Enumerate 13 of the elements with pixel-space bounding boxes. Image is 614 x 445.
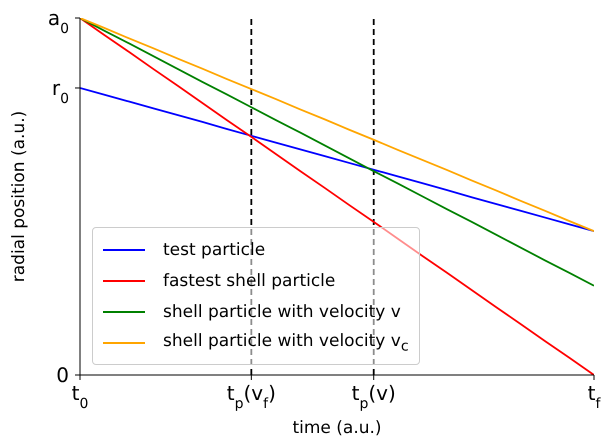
legend-label: fastest shell particle xyxy=(163,270,336,290)
legend-label: shell particle with velocity v xyxy=(163,302,401,322)
legend-label: shell particle with velocity v$_{c}$ xyxy=(163,330,409,354)
annotation: a$_{0}$ xyxy=(48,6,69,37)
y-axis-title: radial position (a.u.) xyxy=(9,110,30,282)
x-tick-label: t$_{p}$(v) xyxy=(352,381,396,412)
annotation: r$_{0}$ xyxy=(52,76,69,107)
x-tick-label: t$_{0}$ xyxy=(72,381,88,412)
x-tick-label: t$_{p}$(v$_{f}$) xyxy=(226,381,276,412)
x-axis-title: time (a.u.) xyxy=(292,418,382,438)
x-tick-label: t$_{f}$ xyxy=(588,381,602,412)
legend-label: test particle xyxy=(163,240,266,260)
text: 0 xyxy=(56,363,69,387)
